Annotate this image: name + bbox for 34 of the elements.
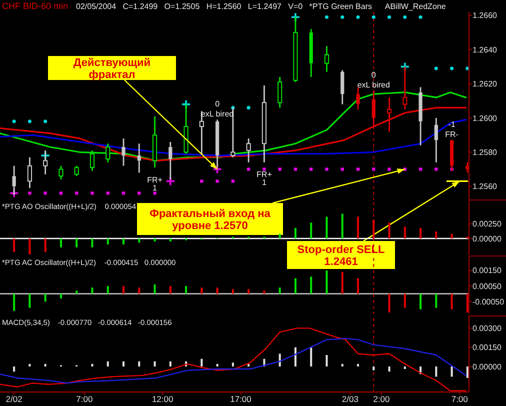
annotation: FR- <box>445 130 459 139</box>
y-tick-label: 1.2600 <box>472 114 498 123</box>
annotation: 1 <box>262 178 267 188</box>
y-tick-label: 1.2620 <box>472 80 498 89</box>
y-tick-label: 0.00250 <box>472 220 502 229</box>
chart-subtitle: 02/05/2004 C=1.2499 O=1.2505 H=1.2560 L=1.2497 V=0 *PTG Green Bars ABillW_RedZone <box>76 2 446 11</box>
annotation: 1 <box>152 183 158 192</box>
y-tick-label: 0.00000 <box>472 234 502 244</box>
annotation: 0 <box>215 99 220 108</box>
x-tick-label: 17:00 <box>230 394 252 404</box>
y-tick-label: 1.2580 <box>472 148 498 157</box>
y-tick-label: 1.2560 <box>472 182 498 192</box>
y-tick-label: 0.00150 <box>472 266 502 276</box>
x-tick-label: 2/02 <box>6 394 23 404</box>
x-tick-label: 12:00 <box>152 394 174 404</box>
annotation: 0 <box>371 70 376 80</box>
annotation: exL bired <box>357 80 390 90</box>
x-tick-label: 2/03 <box>342 394 359 404</box>
chart-title: CHF BID-60 min <box>2 1 68 11</box>
y-tick-label: 0.00300 <box>472 324 502 334</box>
y-tick-label: -0.00050 <box>472 297 505 306</box>
annotation: FR+ <box>256 170 272 180</box>
y-tick-label: 0.00150 <box>472 343 502 352</box>
x-tick-label: 7:00 <box>451 394 468 404</box>
annotation: Фрактальный вход на уровне 1.2570 <box>150 208 272 232</box>
y-tick-label: 1.2660 <box>472 11 498 20</box>
y-tick-label: 1.2640 <box>472 45 498 54</box>
annotation: Stop-order SELL 1.2461 <box>297 244 385 268</box>
x-tick-label: 2:00 <box>373 394 390 404</box>
x-tick-label: 7:00 <box>76 394 93 404</box>
y-tick-label: 0.00050 <box>472 282 502 291</box>
y-tick-label: 0.00000 <box>472 362 502 372</box>
annotation: FR+ <box>147 175 163 184</box>
annotation: Действующий фрактал <box>73 56 151 81</box>
